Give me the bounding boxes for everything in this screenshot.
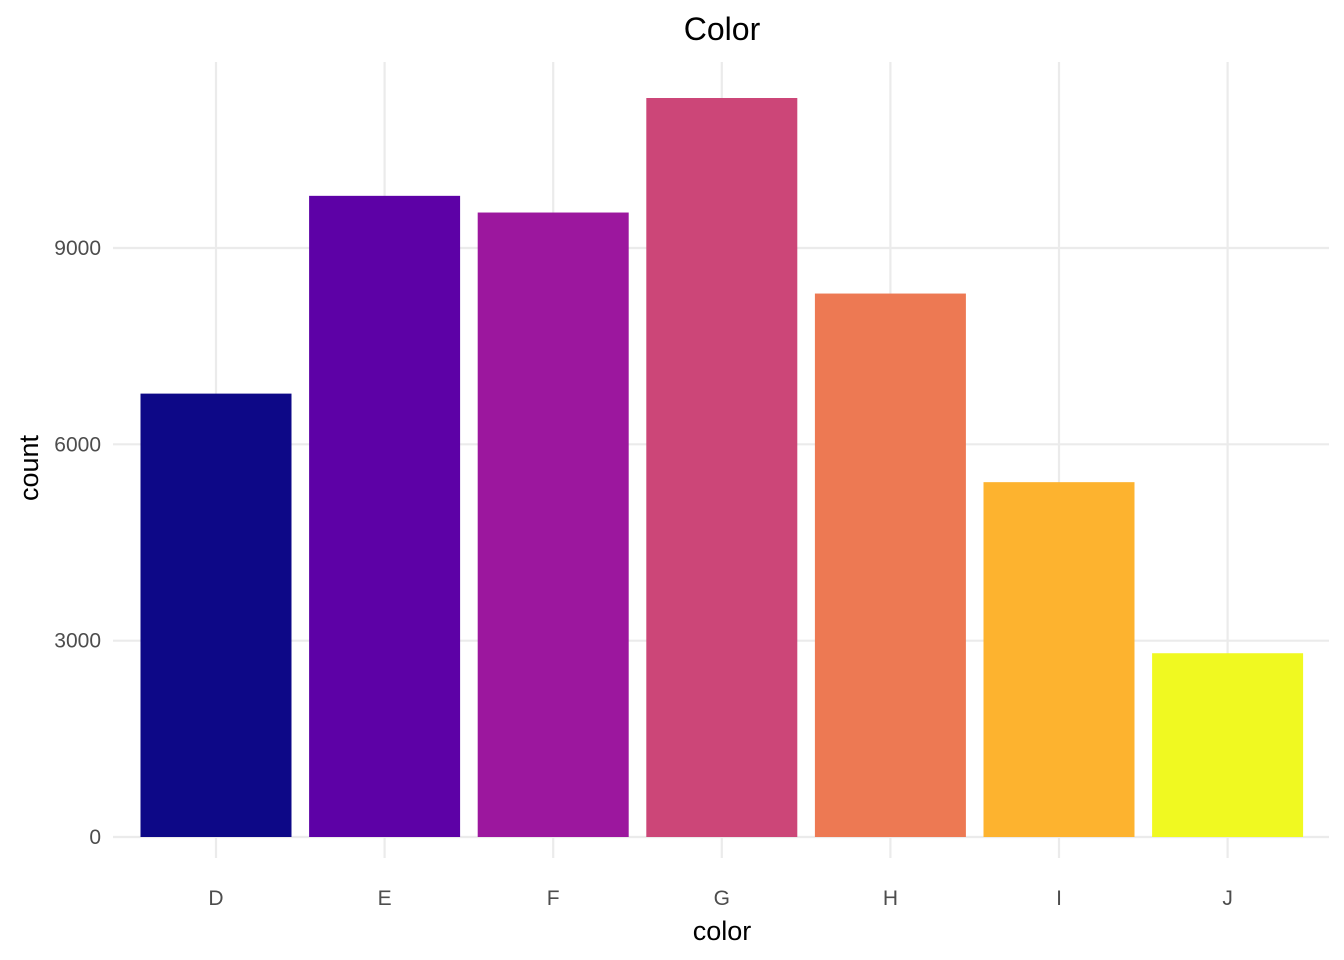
x-tick-label: F [547,887,560,910]
x-tick-label: H [883,887,898,910]
bar-j [1152,653,1304,837]
bar-h [814,293,966,838]
y-tick-label: 6000 [54,433,101,456]
bar-i [983,482,1135,837]
bar-f [477,212,629,837]
x-tick-label: G [714,887,730,910]
bar-g [646,98,798,837]
y-axis-tick-labels: 0 3000 6000 9000 [54,237,101,849]
x-tick-label: D [208,887,223,910]
x-axis-label: color [693,916,752,946]
x-tick-label: E [378,887,392,910]
y-tick-label: 0 [89,826,101,849]
y-axis-label: count [14,434,44,501]
bar-d [140,393,292,837]
x-tick-label: J [1222,887,1233,910]
x-tick-label: I [1056,887,1062,910]
bar-e [309,195,461,838]
y-tick-label: 3000 [54,630,101,653]
chart-title: Color [684,11,761,47]
x-axis-tick-labels: D E F G H I J [208,887,1232,910]
bars [140,98,1304,838]
y-tick-label: 9000 [54,237,101,260]
